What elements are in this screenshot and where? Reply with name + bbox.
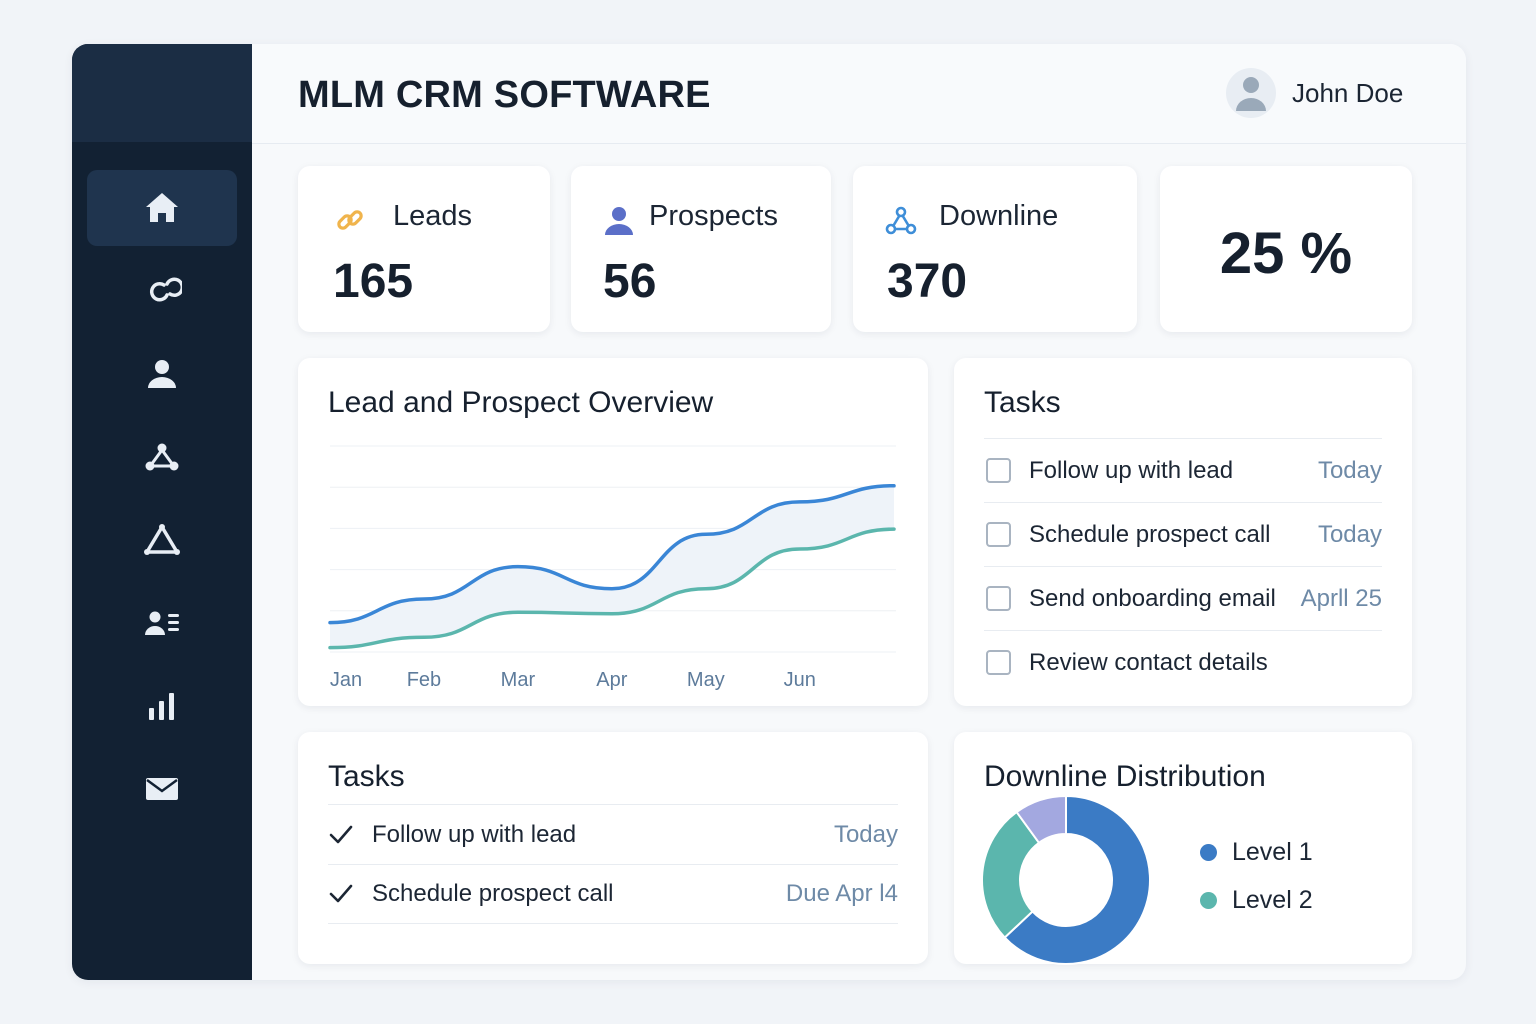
task-row[interactable]: Review contact details (984, 630, 1382, 694)
overview-chart-card: Lead and Prospect Overview Jan Feb Mar Apr M… (298, 358, 928, 706)
legend-item: Level 1 (1200, 838, 1313, 867)
stat-card-percent[interactable]: 25 % (1160, 166, 1412, 332)
task-row[interactable]: Schedule prospect call Due Apr l4 (328, 864, 898, 924)
x-tick-label: Jan (330, 669, 362, 691)
task-text: Follow up with lead (372, 820, 577, 848)
link-icon (150, 277, 182, 302)
task-due: Today (1317, 520, 1382, 548)
stat-card-downline[interactable]: Downline 370 (853, 166, 1137, 332)
stat-value: 165 (333, 255, 414, 308)
legend-dot (1200, 892, 1217, 909)
stat-value: 56 (603, 255, 657, 308)
donut-slice-1 (1003, 794, 1151, 965)
check-icon (329, 825, 353, 843)
avatar-icon (1236, 77, 1266, 111)
task-text: Follow up with lead (1029, 456, 1234, 484)
task-row[interactable]: Follow up with lead Today (984, 438, 1382, 502)
task-due: Today (1317, 456, 1382, 484)
user-icon (605, 207, 633, 235)
task-due: Due Apr l4 (785, 880, 898, 907)
triangle-icon (144, 524, 180, 555)
distribution-title: Downline Distribution (984, 760, 1266, 793)
bar-chart-icon (149, 693, 174, 720)
x-tick-label: May (687, 669, 725, 691)
line-chart: Jan Feb Mar Apr May Jun (328, 445, 896, 691)
task-checkbox[interactable] (986, 586, 1011, 611)
tasks-done-card: Tasks Follow up with lead Today Schedule… (298, 732, 928, 964)
task-due: Today (833, 820, 898, 848)
nav-contacts[interactable] (87, 585, 237, 661)
legend-item: Level 2 (1200, 886, 1313, 915)
page-title: MLM CRM SOFTWARE (298, 74, 711, 116)
nav-structure[interactable] (87, 502, 237, 578)
series-area (330, 485, 894, 648)
network-icon (885, 206, 917, 235)
user-menu[interactable]: John Doe (1226, 68, 1403, 118)
donut-slice-3 (1015, 794, 1067, 845)
stat-label: Leads (393, 200, 473, 232)
task-row[interactable]: Follow up with lead Today (328, 804, 898, 864)
nav-downline[interactable] (87, 419, 237, 495)
tasks-title: Tasks (328, 760, 405, 793)
contact-list-icon (145, 611, 179, 635)
task-row[interactable]: Schedule prospect call Today (984, 502, 1382, 566)
avatar (1226, 68, 1276, 118)
legend-dot (1200, 844, 1217, 861)
stat-value: 370 (887, 255, 968, 308)
task-text: Review contact details (1029, 648, 1268, 676)
percent-value: 25 % (1219, 221, 1353, 286)
tasks-title: Tasks (984, 386, 1061, 419)
x-tick-label: Feb (407, 669, 441, 691)
legend-label: Level 1 (1232, 838, 1313, 866)
sidebar (72, 44, 252, 980)
task-text: Schedule prospect call (372, 880, 614, 907)
network-icon (145, 443, 179, 471)
nav-home[interactable] (87, 170, 237, 246)
sidebar-header (72, 44, 252, 142)
task-checkbox[interactable] (986, 650, 1011, 675)
top-header: MLM CRM SOFTWARE John Doe (252, 44, 1466, 144)
task-text: Send onboarding email (1029, 584, 1276, 612)
x-tick-label: Apr (596, 669, 627, 691)
user-name: John Doe (1292, 77, 1404, 108)
task-checkbox[interactable] (986, 522, 1011, 547)
x-tick-label: Mar (501, 669, 536, 691)
chart-title: Lead and Prospect Overview (328, 386, 714, 419)
donut-slice-2 (982, 810, 1041, 939)
check-icon (329, 884, 353, 903)
task-row[interactable]: Send onboarding email Aprll 25 (984, 566, 1382, 630)
mail-icon (146, 778, 178, 800)
link-icon (337, 210, 363, 230)
task-due: Aprll 25 (1300, 584, 1382, 612)
stat-card-prospects[interactable]: Prospects 56 (571, 166, 831, 332)
tasks-card: Tasks Follow up with lead Today Schedule… (954, 358, 1412, 706)
legend-label: Level 2 (1232, 886, 1313, 914)
task-text: Schedule prospect call (1029, 520, 1271, 548)
x-tick-label: Jun (784, 669, 816, 691)
donut-chart (982, 794, 1151, 965)
distribution-card: Downline Distribution Level 1 Level 2 (954, 732, 1412, 965)
stat-card-leads[interactable]: Leads 165 (298, 166, 550, 332)
user-icon (148, 360, 176, 388)
task-checkbox[interactable] (986, 458, 1011, 483)
nav-leads[interactable] (87, 253, 237, 329)
home-icon (146, 193, 178, 222)
app-window: MLM CRM SOFTWARE John Doe Leads 165 Pros… (72, 44, 1466, 980)
nav-prospects[interactable] (87, 336, 237, 412)
stat-label: Prospects (649, 200, 778, 232)
nav-messages[interactable] (87, 751, 237, 827)
nav-reports[interactable] (87, 668, 237, 744)
stat-label: Downline (939, 200, 1059, 232)
